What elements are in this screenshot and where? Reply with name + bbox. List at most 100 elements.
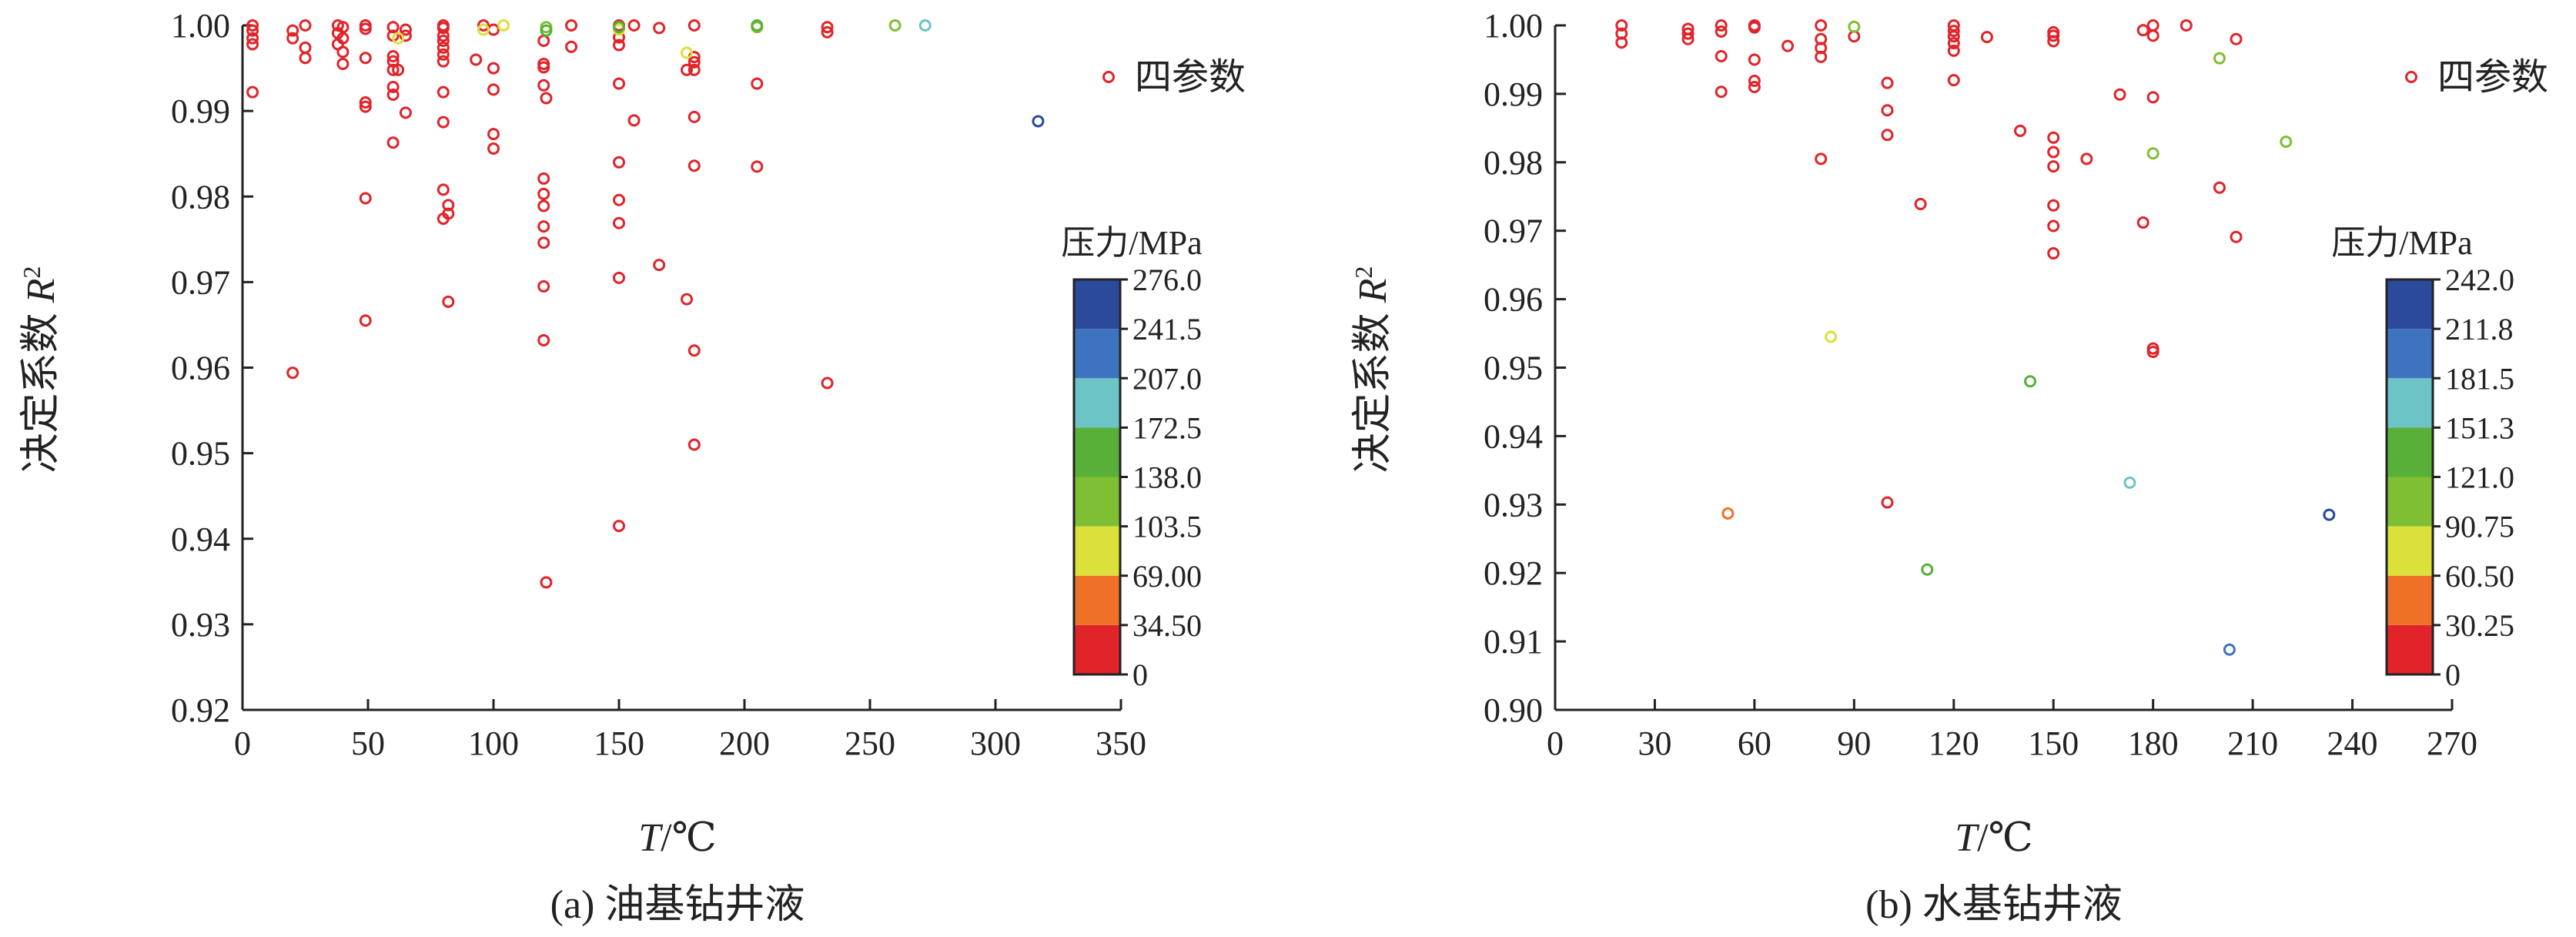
data-point	[1721, 507, 1735, 520]
y-axis-title: 决定系数 R2	[18, 266, 63, 474]
data-point	[2280, 136, 2293, 149]
data-point	[627, 19, 641, 32]
data-point	[286, 366, 299, 380]
data-point	[2213, 181, 2226, 194]
data-point	[2047, 199, 2060, 212]
y-tick-label: 0.93	[1484, 486, 1543, 524]
data-point	[537, 172, 550, 185]
data-point	[336, 58, 350, 71]
legend-marker	[1102, 71, 1115, 83]
colorbar-tick-label: 30.25	[2445, 608, 2514, 643]
data-point	[1947, 37, 1960, 50]
colorbar-segment	[2387, 427, 2433, 477]
colorbar-segment	[1074, 427, 1120, 477]
data-point	[2146, 91, 2159, 104]
legend-marker	[2405, 71, 2417, 83]
x-tick-label: 150	[2028, 725, 2079, 762]
data-point	[687, 438, 701, 451]
data-point	[1921, 563, 1934, 576]
data-point	[687, 159, 701, 172]
data-point	[2047, 219, 2060, 233]
data-point	[681, 63, 694, 76]
data-point	[1715, 25, 1728, 38]
data-point	[1947, 30, 1960, 43]
colorbar-segment	[2387, 329, 2433, 379]
data-point	[437, 48, 450, 61]
x-tick-label: 250	[845, 725, 895, 762]
data-point	[286, 32, 299, 45]
x-tick-label: 90	[1837, 725, 1871, 762]
data-point	[336, 32, 350, 45]
scatter-chart-water-based: 0.90 0.91 0.92 0.93 0.94 0.95 0.96 0.97 0.98 0.99…	[1350, 7, 2548, 927]
data-point	[1781, 39, 1795, 52]
data-point	[299, 52, 312, 65]
data-point	[687, 110, 701, 123]
x-tick-label: 50	[351, 725, 385, 762]
data-point	[336, 45, 350, 59]
colorbar-tick-label: 90.75	[2445, 510, 2514, 544]
data-point	[1748, 81, 1761, 94]
chart-caption: (b) 水基钻井液	[1865, 883, 2123, 927]
data-point	[1881, 129, 1894, 142]
data-point	[537, 333, 550, 346]
data-point	[399, 106, 412, 119]
data-point	[1748, 53, 1761, 66]
colorbar-tick-label: 242.0	[2445, 263, 2514, 297]
x-tick-label: 0	[1547, 725, 1564, 762]
data-point	[751, 77, 764, 90]
data-point	[442, 207, 455, 220]
data-point	[613, 271, 625, 284]
colorbar-tick-label: 207.0	[1132, 361, 1202, 396]
data-point	[2230, 230, 2243, 243]
data-point	[437, 22, 450, 35]
data-point	[470, 53, 483, 66]
data-point	[246, 24, 259, 37]
x-tick-label: 60	[1738, 725, 1771, 762]
plot-area: 0.92 0.93 0.94 0.95 0.96 0.97 0.98 0.99 1.00 0 50 1…	[171, 7, 1146, 762]
chart-panel-water-based: 0.90 0.91 0.92 0.93 0.94 0.95 0.96 0.97 0.98 0.99…	[1301, 0, 2576, 933]
legend-label: 四参数	[2437, 57, 2548, 98]
x-tick-label: 100	[468, 725, 519, 762]
data-point	[2180, 19, 2193, 32]
data-point	[359, 96, 372, 109]
colorbar-segment	[2387, 624, 2433, 674]
colorbar-segment	[2387, 526, 2433, 576]
data-point	[537, 35, 550, 48]
data-point	[821, 376, 834, 390]
data-point	[392, 63, 405, 76]
data-point	[437, 183, 450, 196]
data-point	[359, 52, 372, 65]
scatter-chart-oil-based: 0.92 0.93 0.94 0.95 0.96 0.97 0.98 0.99 1.00 0 50 1…	[18, 7, 1246, 927]
colorbar-segment	[1074, 378, 1120, 428]
data-point	[286, 24, 299, 37]
colorbar-segment	[2387, 279, 2433, 330]
data-point	[1615, 19, 1628, 32]
data-point	[1881, 76, 1894, 89]
data-point	[386, 21, 400, 34]
y-tick-label: 0.96	[171, 350, 230, 387]
colorbar-segment	[1074, 477, 1120, 527]
colorbar-tick-label: 60.50	[2445, 559, 2514, 594]
colorbar-tick-label: 34.50	[1132, 608, 1202, 643]
y-tick-label: 0.95	[1484, 350, 1543, 387]
data-point	[1032, 115, 1045, 128]
x-tick-label: 180	[2128, 725, 2179, 762]
data-point	[613, 38, 625, 52]
data-point	[1881, 104, 1894, 117]
colorbar-segment	[1074, 624, 1120, 674]
data-point	[1715, 85, 1728, 99]
colorbar-tick-label: 0	[2445, 658, 2461, 692]
y-tick-label: 0.93	[171, 606, 230, 644]
y-tick-label: 0.92	[1484, 554, 1543, 592]
data-point	[687, 55, 701, 69]
data-point	[359, 314, 372, 327]
colorbar-title: 压力/MPa	[1061, 224, 1202, 262]
x-tick-label: 0	[234, 725, 251, 762]
y-tick-label: 0.97	[171, 263, 230, 301]
colorbar-segment	[1074, 279, 1120, 330]
data-point	[2213, 52, 2226, 65]
data-point	[540, 576, 553, 589]
data-point	[437, 55, 450, 68]
data-point	[246, 32, 259, 45]
data-point	[888, 19, 902, 32]
